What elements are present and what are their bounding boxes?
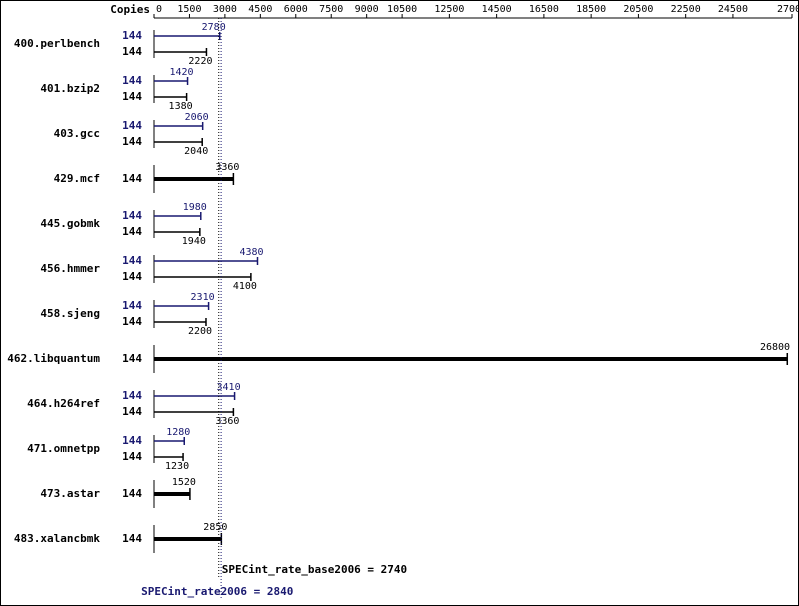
x-tick-label: 4500 bbox=[248, 4, 272, 15]
value-label: 1940 bbox=[182, 236, 206, 247]
x-tick-label: 27000 bbox=[777, 4, 799, 15]
copies-label: 144 bbox=[122, 119, 142, 132]
x-tick-label: 1500 bbox=[177, 4, 201, 15]
value-label: 2310 bbox=[191, 292, 215, 303]
value-label: 2200 bbox=[188, 326, 212, 337]
value-label: 3360 bbox=[215, 416, 239, 427]
row-label: 401.bzip2 bbox=[40, 82, 100, 95]
copies-label: 144 bbox=[122, 315, 142, 328]
row-label: 458.sjeng bbox=[40, 307, 100, 320]
row-label: 445.gobmk bbox=[40, 217, 100, 230]
value-label: 1380 bbox=[169, 101, 193, 112]
row-label: 471.omnetpp bbox=[27, 442, 100, 455]
value-label: 1420 bbox=[170, 67, 194, 78]
row-label: 464.h264ref bbox=[27, 397, 100, 410]
copies-label: 144 bbox=[122, 90, 142, 103]
copies-label: 144 bbox=[122, 254, 142, 267]
x-tick-label: 10500 bbox=[387, 4, 417, 15]
value-label: 1980 bbox=[183, 202, 207, 213]
peak-score: SPECint_rate2006 = 2840 bbox=[141, 585, 293, 598]
row-label: 483.xalancbmk bbox=[14, 532, 100, 545]
copies-label: 144 bbox=[122, 209, 142, 222]
value-label: 2060 bbox=[185, 112, 209, 123]
copies-label: 144 bbox=[122, 172, 142, 185]
copies-label: 144 bbox=[122, 270, 142, 283]
x-tick-label: 22500 bbox=[671, 4, 701, 15]
axis-label: Copies bbox=[110, 3, 150, 16]
value-label: 1280 bbox=[166, 427, 190, 438]
copies-label: 144 bbox=[122, 405, 142, 418]
value-label: 26800 bbox=[760, 342, 790, 353]
copies-label: 144 bbox=[122, 225, 142, 238]
copies-label: 144 bbox=[122, 299, 142, 312]
x-tick-label: 16500 bbox=[529, 4, 559, 15]
value-label: 3360 bbox=[215, 162, 239, 173]
row-label: 462.libquantum bbox=[7, 352, 100, 365]
copies-label: 144 bbox=[122, 74, 142, 87]
value-label: 4380 bbox=[239, 247, 263, 258]
value-label: 2780 bbox=[202, 22, 226, 33]
row-label: 403.gcc bbox=[54, 127, 100, 140]
x-tick-label: 12500 bbox=[434, 4, 464, 15]
x-tick-label: 24500 bbox=[718, 4, 748, 15]
value-label: 4100 bbox=[233, 281, 257, 292]
value-label: 2040 bbox=[184, 146, 208, 157]
value-label: 1230 bbox=[165, 461, 189, 472]
copies-label: 144 bbox=[122, 135, 142, 148]
copies-label: 144 bbox=[122, 45, 142, 58]
x-tick-label: 18500 bbox=[576, 4, 606, 15]
copies-label: 144 bbox=[122, 434, 142, 447]
copies-label: 144 bbox=[122, 352, 142, 365]
x-tick-label: 20500 bbox=[623, 4, 653, 15]
x-tick-label: 6000 bbox=[284, 4, 308, 15]
x-tick-label: 7500 bbox=[319, 4, 343, 15]
x-tick-label: 9000 bbox=[355, 4, 379, 15]
copies-label: 144 bbox=[122, 389, 142, 402]
row-label: 456.hmmer bbox=[40, 262, 100, 275]
copies-label: 144 bbox=[122, 29, 142, 42]
row-label: 473.astar bbox=[40, 487, 100, 500]
copies-label: 144 bbox=[122, 532, 142, 545]
x-tick-label: 3000 bbox=[213, 4, 237, 15]
value-label: 2220 bbox=[188, 56, 212, 67]
x-tick-label: 0 bbox=[156, 4, 162, 15]
x-tick-label: 14500 bbox=[482, 4, 512, 15]
copies-label: 144 bbox=[122, 487, 142, 500]
row-label: 400.perlbench bbox=[14, 37, 100, 50]
row-label: 429.mcf bbox=[54, 172, 100, 185]
value-label: 3410 bbox=[217, 382, 241, 393]
base-score: SPECint_rate_base2006 = 2740 bbox=[222, 563, 407, 576]
copies-label: 144 bbox=[122, 450, 142, 463]
value-label: 1520 bbox=[172, 477, 196, 488]
value-label: 2850 bbox=[203, 522, 227, 533]
